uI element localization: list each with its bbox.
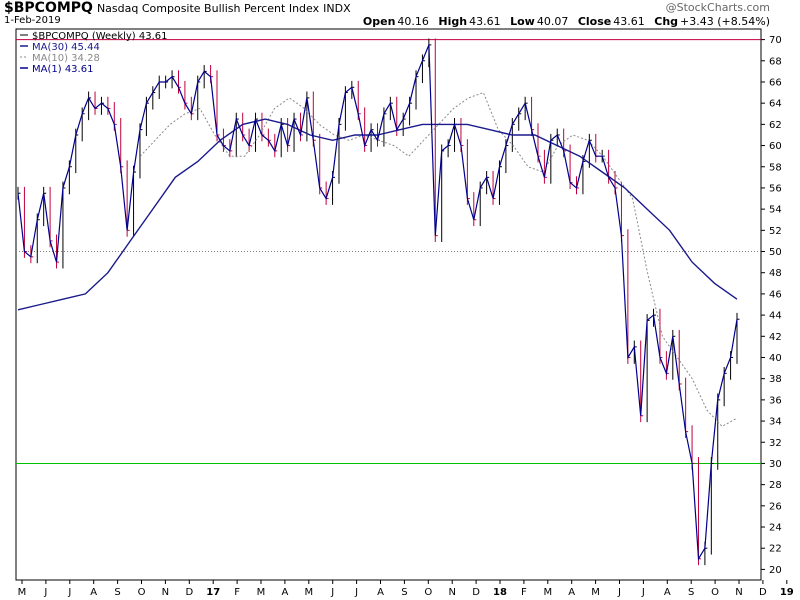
legend: $BPCOMPQ (Weekly) 43.61 MA(30) 45.44 MA(… xyxy=(20,31,168,75)
symbol-label: $BPCOMPQ xyxy=(4,0,93,16)
legend-ma30: MA(30) 45.44 xyxy=(32,42,100,53)
y-tick-label: 38 xyxy=(769,374,782,385)
x-tick-label: D xyxy=(185,587,193,598)
x-tick-label: D xyxy=(759,587,767,598)
x-tick-label: O xyxy=(424,587,432,598)
y-tick-label: 48 xyxy=(769,268,782,279)
y-tick-label: 24 xyxy=(769,523,782,534)
open-label: Open xyxy=(362,15,396,28)
description-label: Nasdaq Composite Bullish Percent Index xyxy=(96,2,320,15)
x-tick-label: J xyxy=(641,587,645,598)
y-tick-label: 40 xyxy=(769,353,782,364)
y-tick-label: 60 xyxy=(769,141,782,152)
ma10-line xyxy=(139,91,738,428)
ohlc-readout: Open 40.16 High 43.61 Low 40.07 Close 43.61 … xyxy=(357,15,770,28)
legend-price: $BPCOMPQ (Weekly) 43.61 xyxy=(32,31,168,42)
reference-lines xyxy=(16,39,761,464)
chg-label: Chg xyxy=(654,15,679,28)
moving-average-lines xyxy=(17,44,738,561)
y-tick-label: 50 xyxy=(769,247,782,258)
chart-header: $BPCOMPQ Nasdaq Composite Bullish Percen… xyxy=(4,0,351,16)
ma30-line xyxy=(17,118,738,311)
x-tick-label: J xyxy=(354,587,358,598)
x-tick-label: F xyxy=(234,587,240,598)
y-tick-label: 34 xyxy=(769,417,782,428)
y-tick-label: 66 xyxy=(769,77,782,88)
x-tick-label: N xyxy=(448,587,455,598)
y-tick-label: 52 xyxy=(769,226,782,237)
y-tick-label: 26 xyxy=(769,501,782,512)
x-tick-label: M xyxy=(591,587,600,598)
x-tick-label: J xyxy=(43,587,47,598)
open-value: 40.16 xyxy=(397,15,429,28)
stockcharts-brand[interactable]: @StockCharts.com xyxy=(665,1,770,14)
chg-value: +3.43 (+8.54%) xyxy=(680,15,770,28)
y-tick-label: 62 xyxy=(769,120,782,131)
x-tick-label: J xyxy=(67,587,71,598)
price-bars xyxy=(17,38,740,566)
y-tick-label: 58 xyxy=(769,162,782,173)
y-tick-label: 64 xyxy=(769,99,782,110)
legend-ma10: MA(10) 34.28 xyxy=(32,53,100,64)
x-tick-label: M xyxy=(18,587,27,598)
x-tick-label: 18 xyxy=(493,587,507,598)
x-tick-label: N xyxy=(735,587,742,598)
close-value: 43.61 xyxy=(613,15,645,28)
y-tick-label: 30 xyxy=(769,459,782,470)
x-tick-label: F xyxy=(521,587,527,598)
x-tick-label: A xyxy=(377,587,384,598)
x-tick-label: A xyxy=(90,587,97,598)
x-tick-label: M xyxy=(543,587,552,598)
exchange-label: INDX xyxy=(323,2,351,15)
x-tick-label: O xyxy=(138,587,146,598)
x-tick-label: S xyxy=(401,587,407,598)
y-tick-label: 32 xyxy=(769,438,782,449)
high-label: High xyxy=(438,15,468,28)
y-tick-label: 28 xyxy=(769,480,782,491)
x-tick-label: M xyxy=(304,587,313,598)
x-tick-label: A xyxy=(568,587,575,598)
y-tick-label: 42 xyxy=(769,332,782,343)
y-tick-label: 54 xyxy=(769,205,782,216)
y-tick-label: 36 xyxy=(769,395,782,406)
y-tick-label: 56 xyxy=(769,183,782,194)
x-tick-label: S xyxy=(688,587,694,598)
x-tick-label: M xyxy=(257,587,266,598)
close-label: Close xyxy=(577,15,612,28)
y-tick-label: 70 xyxy=(769,35,782,46)
x-tick-label: J xyxy=(617,587,621,598)
x-tick-label: D xyxy=(472,587,480,598)
y-tick-label: 22 xyxy=(769,544,782,555)
y-tick-label: 46 xyxy=(769,289,782,300)
date-label: 1-Feb-2019 xyxy=(4,15,61,26)
x-tick-label: J xyxy=(330,587,334,598)
ma1-line xyxy=(17,44,738,561)
low-value: 40.07 xyxy=(536,15,569,28)
x-tick-label: N xyxy=(162,587,169,598)
x-tick-label: 17 xyxy=(206,587,220,598)
x-tick-label: A xyxy=(281,587,288,598)
plot-frame xyxy=(15,28,762,581)
x-tick-label: A xyxy=(664,587,671,598)
legend-ma1: MA(1) 43.61 xyxy=(32,64,93,75)
y-tick-label: 68 xyxy=(769,56,782,67)
x-tick-label: S xyxy=(114,587,120,598)
x-axis: MJJASOND17FMAMJJASOND18FMAMJJASOND19FM xyxy=(18,580,794,598)
x-tick-label: 19 xyxy=(780,587,794,598)
high-value: 43.61 xyxy=(469,15,501,28)
y-tick-label: 44 xyxy=(769,311,782,322)
y-axis: 20 22 24 26 28 30 32 34 36 38 40 42 44 46 48 50 52 54 56 58… xyxy=(761,35,782,576)
x-tick-label: O xyxy=(711,587,719,598)
y-tick-label: 20 xyxy=(769,565,782,576)
low-label: Low xyxy=(510,15,535,28)
